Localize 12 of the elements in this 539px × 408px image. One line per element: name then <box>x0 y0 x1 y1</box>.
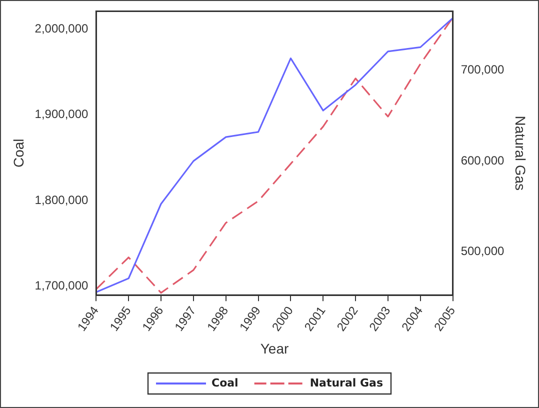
y2-axis-title: Natural Gas <box>512 116 529 190</box>
y2-tick-label: 700,000 <box>460 62 505 77</box>
y2-tick-label: 600,000 <box>460 153 505 168</box>
x-axis-title: Year <box>260 340 289 356</box>
y-tick-label: 2,000,000 <box>34 21 89 36</box>
y-tick-label: 1,700,000 <box>34 278 89 292</box>
legend-label: Coal <box>212 376 238 390</box>
y-tick-label: 1,900,000 <box>34 107 89 122</box>
y-axis-title: Coal <box>10 138 26 168</box>
y-tick-label: 1,800,000 <box>34 192 89 207</box>
y2-tick-label: 500,000 <box>460 244 505 258</box>
legend-label: Natural Gas <box>310 376 384 390</box>
